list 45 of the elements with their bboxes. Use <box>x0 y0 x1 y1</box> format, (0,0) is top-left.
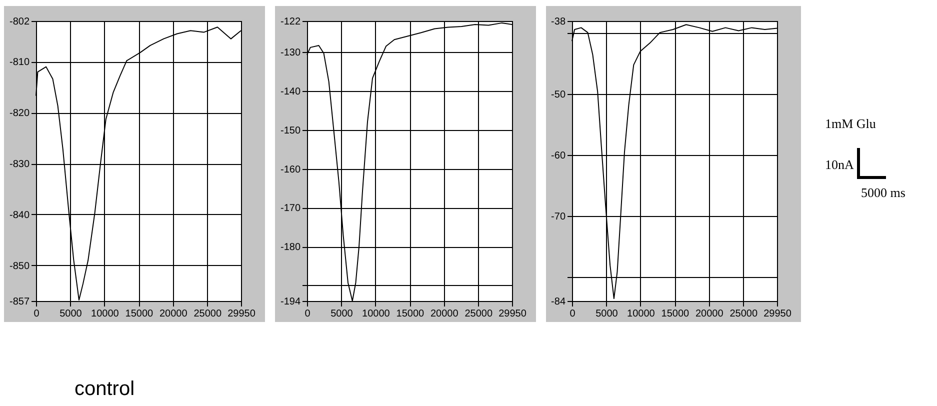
y-tick-label: -60 <box>551 150 566 162</box>
y-tick-label: -150 <box>280 125 301 136</box>
y-tick-label: -84 <box>551 296 566 308</box>
text: 10nA <box>825 157 854 173</box>
x-tick-label: 5000 <box>330 308 354 320</box>
x-tick-label: 25000 <box>730 308 758 320</box>
x-tick-label: 5000 <box>596 308 618 320</box>
text: 5000 ms <box>861 185 906 201</box>
x-tick-label: 20000 <box>695 308 724 320</box>
x-tick-label: 29950 <box>764 308 792 320</box>
x-tick-label: 15000 <box>396 308 425 320</box>
y-tick-label: -160 <box>280 164 301 176</box>
x-tick-label: 25000 <box>464 308 493 320</box>
x-tick-label: 15000 <box>125 308 154 320</box>
y-tick-label: -810 <box>9 57 30 68</box>
x-tick-label: 15000 <box>661 308 690 320</box>
y-tick-label: -38 <box>551 16 566 28</box>
y-tick-label: -180 <box>280 242 301 254</box>
y-tick-label: -194 <box>280 296 301 308</box>
x-tick-label: 10000 <box>362 308 390 320</box>
y-tick-label: -50 <box>551 90 566 101</box>
y-tick-label: -857 <box>9 296 30 308</box>
y-tick-label: -820 <box>9 108 30 120</box>
x-tick-label: 5000 <box>60 308 82 320</box>
x-tick-label: 29950 <box>498 308 527 320</box>
y-tick-label: -70 <box>551 211 566 222</box>
x-tick-label: 0 <box>570 308 576 320</box>
text: control <box>74 378 135 401</box>
x-tick-label: 10000 <box>91 308 120 320</box>
x-tick-label: 0 <box>34 308 40 320</box>
x-tick-label: 29950 <box>228 308 256 320</box>
y-tick-label: -170 <box>280 203 301 214</box>
y-tick-label: -140 <box>280 86 301 98</box>
x-tick-label: 20000 <box>159 308 188 320</box>
x-tick-label: 25000 <box>194 308 222 320</box>
x-tick-label: 20000 <box>430 308 459 320</box>
y-tick-label: -830 <box>9 159 30 170</box>
x-tick-label: 10000 <box>627 308 656 320</box>
text: 1mM Glu <box>825 116 877 132</box>
y-tick-label: -802 <box>9 16 30 28</box>
y-tick-label: -850 <box>9 260 30 272</box>
y-tick-label: -130 <box>280 48 301 59</box>
x-tick-label: 0 <box>304 308 311 320</box>
y-tick-label: -122 <box>280 16 301 28</box>
y-tick-label: -840 <box>9 210 30 221</box>
